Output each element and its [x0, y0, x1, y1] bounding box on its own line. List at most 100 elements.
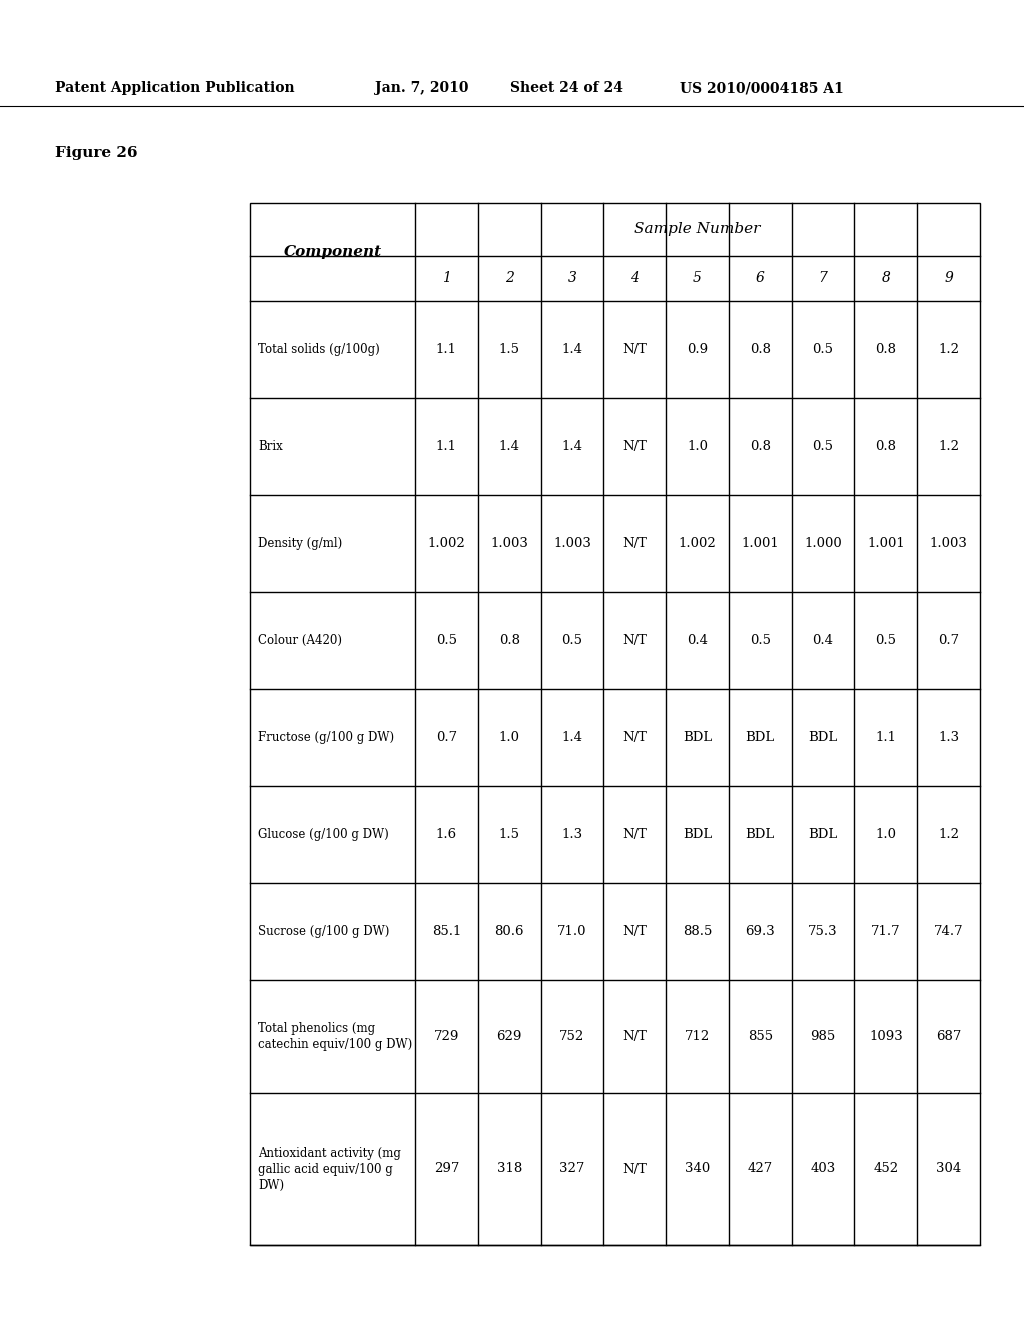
Text: 1.0: 1.0 [876, 828, 896, 841]
Text: Patent Application Publication: Patent Application Publication [55, 81, 295, 95]
Text: 403: 403 [810, 1163, 836, 1176]
Text: 1.003: 1.003 [490, 537, 528, 550]
Text: BDL: BDL [745, 731, 775, 744]
Text: Total phenolics (mg
catechin equiv/100 g DW): Total phenolics (mg catechin equiv/100 g… [258, 1022, 413, 1051]
Text: 629: 629 [497, 1030, 522, 1043]
Text: 1.003: 1.003 [553, 537, 591, 550]
Text: 1.4: 1.4 [561, 343, 583, 356]
Text: 452: 452 [873, 1163, 898, 1176]
Text: N/T: N/T [623, 731, 647, 744]
Text: 0.5: 0.5 [876, 634, 896, 647]
Text: 1.001: 1.001 [867, 537, 905, 550]
Text: 0.5: 0.5 [561, 634, 583, 647]
Text: N/T: N/T [623, 1030, 647, 1043]
Text: 1.1: 1.1 [876, 731, 896, 744]
Text: 5: 5 [693, 272, 701, 285]
Text: 1.4: 1.4 [499, 440, 519, 453]
Text: 1.3: 1.3 [938, 731, 959, 744]
Text: 4: 4 [631, 272, 639, 285]
Text: 71.7: 71.7 [871, 925, 901, 939]
Text: 88.5: 88.5 [683, 925, 712, 939]
Text: 327: 327 [559, 1163, 585, 1176]
Text: N/T: N/T [623, 343, 647, 356]
Text: Density (g/ml): Density (g/ml) [258, 537, 342, 550]
Text: 855: 855 [748, 1030, 773, 1043]
Text: 712: 712 [685, 1030, 710, 1043]
Text: 297: 297 [434, 1163, 459, 1176]
Text: 8: 8 [882, 272, 890, 285]
Text: 85.1: 85.1 [432, 925, 461, 939]
Text: BDL: BDL [745, 828, 775, 841]
Text: 9: 9 [944, 272, 953, 285]
Text: Antioxidant activity (mg
gallic acid equiv/100 g
DW): Antioxidant activity (mg gallic acid equ… [258, 1147, 400, 1192]
Text: 318: 318 [497, 1163, 522, 1176]
Text: Glucose (g/100 g DW): Glucose (g/100 g DW) [258, 828, 389, 841]
Text: 729: 729 [434, 1030, 459, 1043]
Text: 74.7: 74.7 [934, 925, 964, 939]
Text: 1.003: 1.003 [930, 537, 968, 550]
Text: 2: 2 [505, 272, 514, 285]
Text: N/T: N/T [623, 634, 647, 647]
Text: Component: Component [284, 246, 382, 259]
Text: Sample Number: Sample Number [634, 223, 761, 236]
Text: 1093: 1093 [869, 1030, 903, 1043]
Text: 0.4: 0.4 [813, 634, 834, 647]
Text: 0.8: 0.8 [750, 440, 771, 453]
Text: 71.0: 71.0 [557, 925, 587, 939]
Text: 1: 1 [442, 272, 451, 285]
Text: BDL: BDL [683, 731, 712, 744]
Text: N/T: N/T [623, 925, 647, 939]
Text: Sheet 24 of 24: Sheet 24 of 24 [510, 81, 623, 95]
Text: 1.1: 1.1 [436, 440, 457, 453]
Text: 1.6: 1.6 [436, 828, 457, 841]
Text: 3: 3 [567, 272, 577, 285]
Bar [250, 203, 980, 1245]
Text: 1.4: 1.4 [561, 440, 583, 453]
Text: 0.8: 0.8 [750, 343, 771, 356]
Text: N/T: N/T [623, 537, 647, 550]
Text: Figure 26: Figure 26 [55, 147, 137, 160]
Text: Colour (A420): Colour (A420) [258, 634, 342, 647]
Text: 427: 427 [748, 1163, 773, 1176]
Text: Jan. 7, 2010: Jan. 7, 2010 [375, 81, 469, 95]
Text: 340: 340 [685, 1163, 710, 1176]
Text: 752: 752 [559, 1030, 585, 1043]
Text: 687: 687 [936, 1030, 962, 1043]
Text: 0.5: 0.5 [750, 634, 771, 647]
Text: 1.002: 1.002 [679, 537, 717, 550]
Text: 0.9: 0.9 [687, 343, 708, 356]
Text: 1.5: 1.5 [499, 343, 519, 356]
Text: 1.4: 1.4 [561, 731, 583, 744]
Text: 1.2: 1.2 [938, 440, 959, 453]
Text: 0.5: 0.5 [813, 343, 834, 356]
Text: 1.001: 1.001 [741, 537, 779, 550]
Text: 0.5: 0.5 [436, 634, 457, 647]
Text: 69.3: 69.3 [745, 925, 775, 939]
Text: 0.8: 0.8 [499, 634, 519, 647]
Text: BDL: BDL [808, 731, 838, 744]
Text: 985: 985 [810, 1030, 836, 1043]
Text: Brix: Brix [258, 440, 283, 453]
Text: 1.3: 1.3 [561, 828, 583, 841]
Text: N/T: N/T [623, 1163, 647, 1176]
Text: 1.2: 1.2 [938, 343, 959, 356]
Text: 0.4: 0.4 [687, 634, 708, 647]
Text: BDL: BDL [683, 828, 712, 841]
Text: 7: 7 [818, 272, 827, 285]
Text: 0.7: 0.7 [938, 634, 959, 647]
Text: 1.2: 1.2 [938, 828, 959, 841]
Text: 1.000: 1.000 [804, 537, 842, 550]
Text: 1.1: 1.1 [436, 343, 457, 356]
Text: 1.0: 1.0 [687, 440, 708, 453]
Text: Fructose (g/100 g DW): Fructose (g/100 g DW) [258, 731, 394, 744]
Text: Total solids (g/100g): Total solids (g/100g) [258, 343, 380, 356]
Text: BDL: BDL [808, 828, 838, 841]
Text: 0.5: 0.5 [813, 440, 834, 453]
Text: 80.6: 80.6 [495, 925, 524, 939]
Text: N/T: N/T [623, 440, 647, 453]
Text: 6: 6 [756, 272, 765, 285]
Text: 1.0: 1.0 [499, 731, 519, 744]
Text: 304: 304 [936, 1163, 962, 1176]
Text: 0.7: 0.7 [436, 731, 457, 744]
Text: 75.3: 75.3 [808, 925, 838, 939]
